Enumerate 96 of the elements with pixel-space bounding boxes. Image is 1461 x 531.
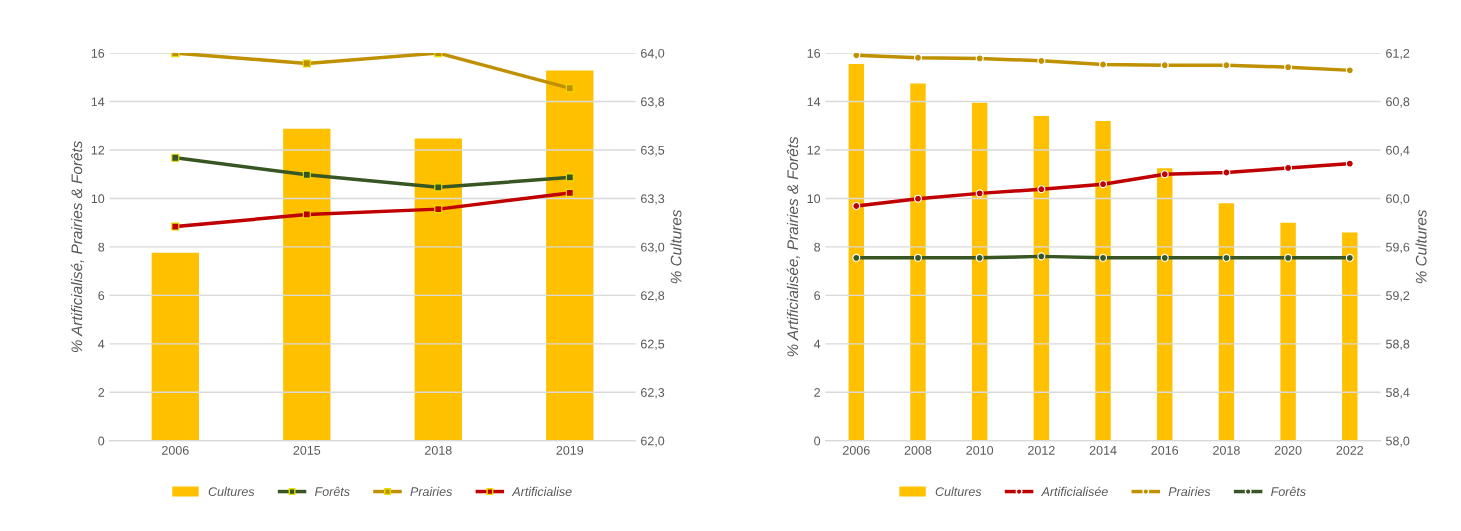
y-tick-label: 6	[98, 291, 105, 301]
y-tick-label: 14	[807, 97, 821, 107]
y2-tick-label: 62,8	[641, 291, 665, 302]
point	[434, 205, 443, 214]
y2-tick-label: 64,0	[641, 48, 665, 60]
y-tick-label: 16	[807, 48, 821, 58]
x-tick-label: 2016	[1151, 445, 1179, 455]
point	[434, 183, 443, 192]
legend-label: Prairies	[1168, 486, 1211, 497]
point	[852, 53, 861, 60]
point	[1160, 170, 1169, 179]
point	[1037, 252, 1046, 261]
x-tick-label: 2019	[556, 445, 584, 455]
point	[171, 153, 180, 162]
point	[302, 210, 311, 219]
y2-axis-title: % Cultures	[1415, 209, 1427, 284]
y-tick-label: 2	[814, 388, 820, 397]
point	[913, 53, 923, 62]
point	[1037, 185, 1046, 194]
x-tick-label: 2010	[966, 445, 994, 455]
y-tick-label: 10	[91, 194, 105, 204]
point	[1284, 253, 1293, 262]
y-tick-label: 12	[807, 145, 820, 155]
y2-tick-label: 60,8	[1386, 97, 1410, 108]
y2-tick-label: 63,3	[641, 194, 665, 205]
y2-tick-label: 60,4	[1386, 145, 1410, 157]
y2-tick-label: 59,2	[1386, 291, 1410, 302]
y-axis-title: % Artificialisé, Prairies & Forêts	[70, 140, 85, 353]
point	[1222, 168, 1231, 177]
point	[1160, 253, 1169, 262]
point	[302, 59, 311, 68]
point	[565, 84, 574, 93]
point	[913, 253, 923, 262]
legend-label: Prairies	[410, 486, 453, 497]
y-tick-label: 8	[98, 242, 105, 252]
y-tick-label: 2	[98, 388, 105, 397]
y2-tick-label: 58,0	[1386, 436, 1410, 447]
point	[975, 54, 984, 63]
x-tick-label: 2015	[293, 445, 321, 455]
y-tick-label: 8	[814, 242, 821, 252]
y-tick-label: 0	[814, 436, 821, 446]
point	[1222, 253, 1231, 262]
point	[565, 173, 574, 182]
y2-tick-label: 62,5	[641, 339, 665, 350]
x-tick-label: 2018	[1213, 445, 1240, 455]
y-tick-label: 0	[98, 436, 105, 446]
point	[302, 170, 311, 179]
y2-tick-label: 63,8	[641, 97, 665, 108]
y-tick-label: 10	[807, 194, 821, 204]
x-tick-label: 2022	[1336, 445, 1364, 455]
y-tick-label: 16	[91, 48, 105, 58]
y-tick-label: 14	[91, 97, 105, 107]
x-tick-label: 2006	[843, 445, 870, 455]
y-axis-title: % Artificialisée, Prairies & Forêts	[786, 136, 800, 357]
legend-label: Cultures	[208, 486, 255, 497]
point	[1099, 180, 1108, 189]
x-tick-label: 2006	[162, 445, 189, 455]
y-tick-label: 4	[813, 339, 821, 349]
legend-label: Artificialise	[511, 486, 572, 497]
y-tick-label: 6	[814, 291, 821, 301]
y-tick-label: 12	[91, 145, 105, 155]
y2-tick-label: 62,3	[641, 388, 665, 399]
point	[1099, 253, 1108, 262]
legend-label: Artificialisée	[1040, 486, 1108, 497]
legend-label: Cultures	[935, 486, 982, 497]
point	[1345, 159, 1354, 168]
y2-tick-label: 63,0	[641, 242, 665, 254]
x-tick-label: 2014	[1089, 445, 1117, 455]
y2-axis-title: % Cultures	[670, 209, 682, 284]
point	[565, 188, 574, 197]
y2-tick-label: 60,0	[1386, 194, 1410, 205]
y2-tick-label: 63,5	[641, 145, 665, 157]
point	[1345, 66, 1354, 75]
y2-tick-label: 59,6	[1386, 242, 1410, 254]
point	[1345, 253, 1354, 262]
point	[1160, 61, 1169, 70]
legend-label: Forêts	[1271, 486, 1306, 497]
x-tick-label: 2020	[1274, 445, 1302, 455]
point	[1099, 60, 1108, 69]
x-tick-label: 2018	[425, 445, 452, 455]
point	[852, 253, 861, 262]
y-tick-label: 4	[98, 339, 105, 349]
point	[852, 201, 861, 210]
y2-tick-label: 58,8	[1386, 339, 1410, 350]
point	[171, 222, 180, 231]
point	[913, 194, 923, 203]
point	[1222, 61, 1231, 70]
y2-tick-label: 58,4	[1386, 388, 1410, 399]
y2-tick-label: 61,2	[1386, 48, 1410, 60]
point	[975, 253, 984, 262]
x-tick-label: 2012	[1028, 445, 1055, 455]
point	[1284, 163, 1293, 172]
x-tick-label: 2008	[904, 445, 932, 455]
point	[975, 189, 984, 198]
y2-tick-label: 62,0	[641, 436, 665, 447]
legend-label: Forêts	[314, 486, 350, 497]
